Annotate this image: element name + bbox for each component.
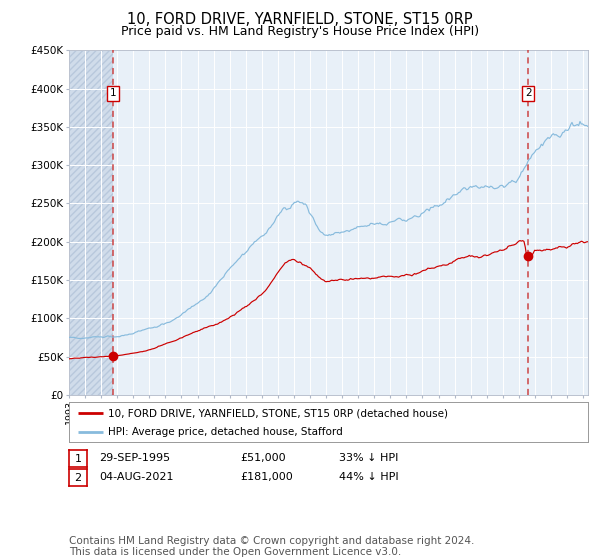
Bar: [69, 50, 113, 395]
Text: £51,000: £51,000: [240, 453, 286, 463]
Text: 1: 1: [74, 454, 82, 464]
Text: 2: 2: [74, 473, 82, 483]
Text: 1: 1: [110, 88, 116, 99]
Text: 33% ↓ HPI: 33% ↓ HPI: [339, 453, 398, 463]
Text: 10, FORD DRIVE, YARNFIELD, STONE, ST15 0RP (detached house): 10, FORD DRIVE, YARNFIELD, STONE, ST15 0…: [108, 408, 448, 418]
Text: 44% ↓ HPI: 44% ↓ HPI: [339, 472, 398, 482]
Text: HPI: Average price, detached house, Stafford: HPI: Average price, detached house, Staf…: [108, 427, 343, 437]
Text: 29-SEP-1995: 29-SEP-1995: [99, 453, 170, 463]
Text: Price paid vs. HM Land Registry's House Price Index (HPI): Price paid vs. HM Land Registry's House …: [121, 25, 479, 38]
Text: Contains HM Land Registry data © Crown copyright and database right 2024.
This d: Contains HM Land Registry data © Crown c…: [69, 535, 475, 557]
Text: 04-AUG-2021: 04-AUG-2021: [99, 472, 173, 482]
Text: £181,000: £181,000: [240, 472, 293, 482]
Text: 10, FORD DRIVE, YARNFIELD, STONE, ST15 0RP: 10, FORD DRIVE, YARNFIELD, STONE, ST15 0…: [127, 12, 473, 27]
Text: 2: 2: [525, 88, 532, 99]
